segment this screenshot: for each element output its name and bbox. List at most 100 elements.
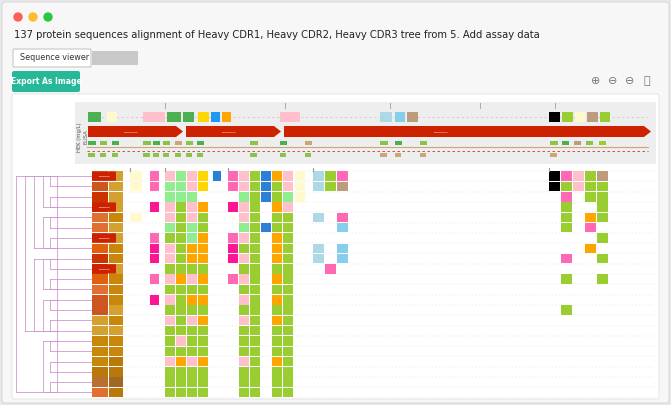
Bar: [337, 223, 348, 232]
Bar: [280, 141, 287, 145]
Bar: [176, 295, 186, 305]
Circle shape: [14, 13, 22, 21]
Bar: [198, 347, 208, 356]
Bar: [561, 182, 572, 191]
Bar: [272, 233, 282, 243]
Bar: [186, 153, 192, 157]
Bar: [250, 347, 260, 356]
Bar: [88, 112, 101, 122]
Bar: [550, 141, 558, 145]
Bar: [176, 171, 186, 181]
Bar: [305, 153, 311, 157]
Bar: [187, 357, 197, 366]
Bar: [165, 305, 175, 315]
Bar: [187, 171, 197, 181]
Bar: [239, 285, 249, 294]
Bar: [250, 315, 260, 325]
Bar: [587, 112, 598, 122]
Bar: [198, 315, 208, 325]
Bar: [165, 285, 175, 294]
Bar: [337, 254, 348, 263]
Bar: [187, 243, 197, 253]
Bar: [176, 357, 186, 366]
FancyBboxPatch shape: [13, 49, 91, 67]
Bar: [130, 213, 142, 222]
Bar: [239, 357, 249, 366]
Text: ⊖: ⊖: [609, 76, 618, 86]
Bar: [187, 285, 197, 294]
Bar: [585, 213, 596, 222]
Bar: [75, 102, 656, 164]
Polygon shape: [186, 126, 281, 137]
Bar: [597, 213, 608, 222]
Bar: [283, 275, 293, 284]
Bar: [250, 305, 260, 315]
Bar: [176, 367, 186, 377]
Bar: [261, 171, 271, 181]
Bar: [337, 182, 348, 191]
Bar: [239, 171, 249, 181]
Bar: [283, 357, 293, 366]
Bar: [187, 213, 197, 222]
Text: ⊖: ⊖: [625, 76, 635, 86]
Bar: [198, 357, 208, 366]
Bar: [165, 326, 175, 335]
Bar: [100, 153, 106, 157]
Bar: [109, 347, 123, 356]
Bar: [239, 336, 249, 346]
Bar: [239, 315, 249, 325]
Bar: [150, 243, 159, 253]
Bar: [109, 305, 123, 315]
Bar: [585, 223, 596, 232]
Bar: [92, 202, 108, 212]
Bar: [109, 315, 123, 325]
Bar: [165, 357, 175, 366]
Bar: [176, 347, 186, 356]
Bar: [165, 264, 175, 274]
Bar: [150, 233, 159, 243]
Bar: [92, 377, 108, 387]
Bar: [176, 275, 186, 284]
Bar: [574, 141, 581, 145]
Bar: [211, 112, 220, 122]
Bar: [109, 326, 123, 335]
Bar: [239, 192, 249, 202]
Bar: [165, 367, 175, 377]
Bar: [250, 141, 258, 145]
Bar: [575, 112, 585, 122]
Bar: [283, 192, 293, 202]
Bar: [600, 112, 610, 122]
Bar: [250, 275, 260, 284]
Bar: [550, 153, 557, 157]
Bar: [585, 171, 596, 181]
Bar: [165, 336, 175, 346]
Bar: [109, 182, 123, 191]
Bar: [585, 182, 596, 191]
Bar: [261, 182, 271, 191]
Bar: [597, 171, 608, 181]
Bar: [109, 388, 123, 397]
Bar: [186, 141, 193, 145]
FancyBboxPatch shape: [92, 264, 116, 273]
Bar: [272, 192, 282, 202]
Bar: [109, 357, 123, 366]
Bar: [198, 112, 209, 122]
Bar: [272, 171, 282, 181]
Bar: [239, 377, 249, 387]
Bar: [295, 192, 305, 202]
Bar: [187, 182, 197, 191]
Bar: [176, 202, 186, 212]
Bar: [112, 153, 118, 157]
Bar: [250, 336, 260, 346]
Bar: [337, 243, 348, 253]
Bar: [239, 388, 249, 397]
Bar: [165, 254, 175, 263]
Bar: [187, 202, 197, 212]
Bar: [92, 192, 108, 202]
Text: ────: ────: [98, 235, 110, 241]
Bar: [187, 315, 197, 325]
Bar: [250, 326, 260, 335]
Bar: [272, 295, 282, 305]
Bar: [395, 141, 402, 145]
Bar: [420, 153, 426, 157]
